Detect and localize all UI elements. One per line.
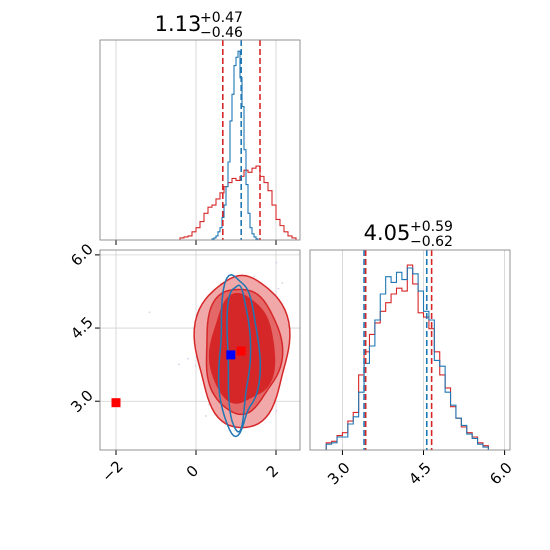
hist-right-red <box>325 264 489 450</box>
title-p1-plus: +0.59 <box>410 219 453 235</box>
tick-label-joint-y-2: 6.0 <box>67 240 97 270</box>
sample-point <box>194 365 197 367</box>
title-p0: 1.13 <box>155 12 202 36</box>
hist-right-blue <box>325 267 489 450</box>
sample-point <box>233 429 236 432</box>
title-p0-value: 1.13 <box>155 12 202 36</box>
marker-2 <box>111 398 121 408</box>
joint-p0-p1-panel: −2 0 2 3.0 4.5 6.0 <box>67 240 301 486</box>
sample-point <box>205 415 207 417</box>
sample-point <box>148 311 151 314</box>
marker-1 <box>236 346 246 356</box>
title-p1: 4.05 <box>364 221 411 245</box>
title-p1-value: 4.05 <box>364 221 411 245</box>
frame-top <box>99 39 301 241</box>
sample-point <box>281 282 284 284</box>
hist-top-blue <box>211 50 260 241</box>
marginal-p1-panel: 3.0 4.5 6.0 <box>309 249 516 489</box>
sample-point <box>177 363 180 366</box>
frame-right <box>309 249 511 451</box>
marker-0 <box>226 350 236 360</box>
title-p1-minus: −0.62 <box>410 234 453 250</box>
sample-point <box>275 409 278 412</box>
tick-label-right-x-2: 6.0 <box>486 459 516 489</box>
marginal-p0-panel <box>99 39 301 245</box>
sample-point <box>277 287 280 290</box>
tick-label-joint-y-1: 4.5 <box>67 313 97 343</box>
tick-label-joint-x-1: 0 <box>183 462 202 481</box>
frame-joint <box>99 249 301 451</box>
tick-label-joint-y-0: 3.0 <box>67 386 97 416</box>
tick-label-right-x-0: 3.0 <box>324 459 354 489</box>
title-p0-minus: −0.46 <box>200 25 243 41</box>
tick-label-joint-x-0: −2 <box>98 457 126 485</box>
sample-point <box>275 261 278 264</box>
tick-label-joint-x-2: 2 <box>263 462 282 481</box>
hist-top-red <box>179 165 297 240</box>
contour-blue-1 <box>217 274 262 438</box>
sample-point <box>253 275 256 278</box>
title-p0-plus: +0.47 <box>200 10 243 26</box>
sample-point <box>187 357 190 360</box>
tick-label-right-x-1: 4.5 <box>405 459 435 489</box>
